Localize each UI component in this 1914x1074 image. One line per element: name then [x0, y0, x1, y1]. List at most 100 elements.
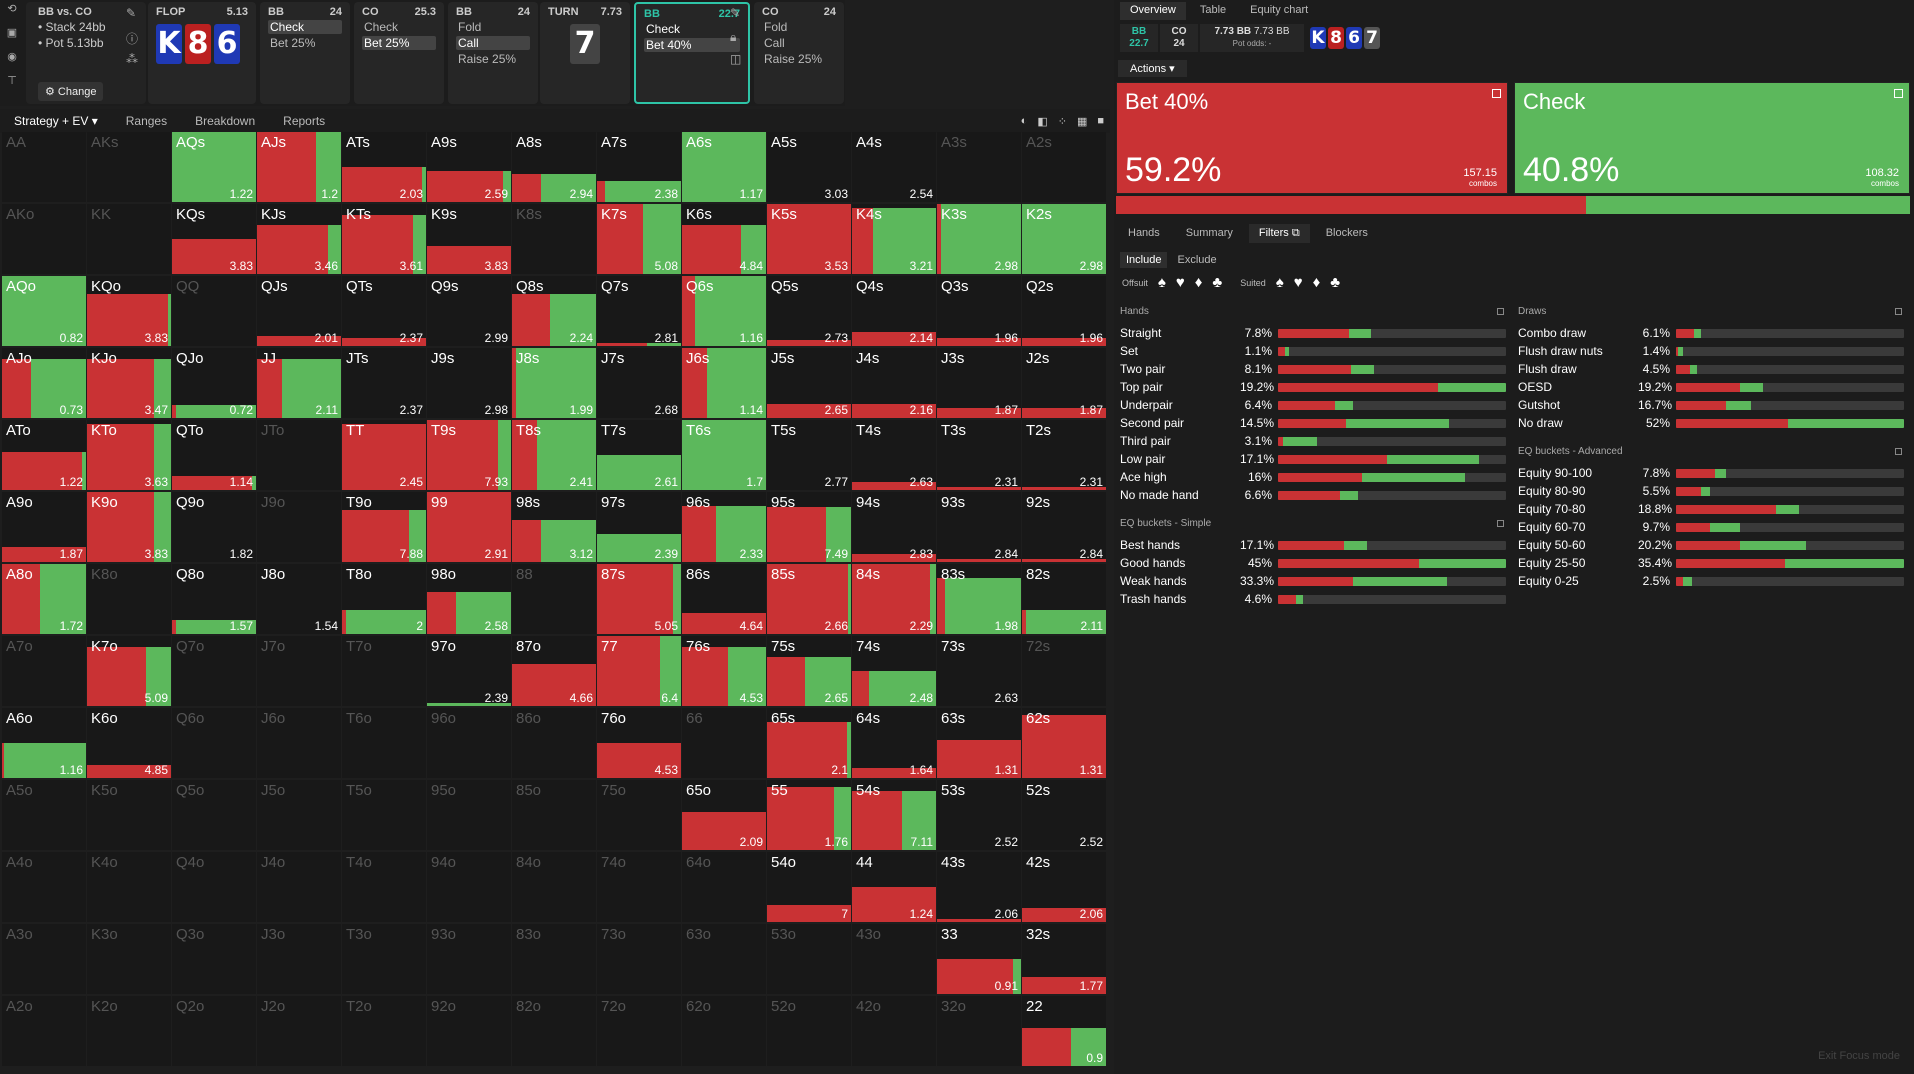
hand-cell[interactable]: T5o — [342, 780, 426, 850]
hand-cell[interactable]: KQs 3.83 — [172, 204, 256, 274]
hand-cell[interactable]: 85o — [512, 780, 596, 850]
hand-cell[interactable]: T8s 2.41 — [512, 420, 596, 490]
hand-cell[interactable]: 65o 2.09 — [682, 780, 766, 850]
hand-cell[interactable]: A9s 2.59 — [427, 132, 511, 202]
hand-cell[interactable]: J8s 1.99 — [512, 348, 596, 418]
hand-cell[interactable]: T4o — [342, 852, 426, 922]
settings-icon[interactable]: ⊤ — [7, 75, 17, 87]
hand-cell[interactable]: 76s 4.53 — [682, 636, 766, 706]
filter-row[interactable]: Flush draw 4.5% — [1518, 360, 1904, 378]
tab-ranges[interactable]: Ranges — [125, 114, 168, 128]
hand-cell[interactable]: J7o — [257, 636, 341, 706]
hand-cell[interactable]: Q7o — [172, 636, 256, 706]
hand-cell[interactable]: 96o — [427, 708, 511, 778]
tab-strategy[interactable]: Strategy + EV ▾ — [14, 114, 98, 128]
turn-node[interactable]: TURN 7.73 7 — [540, 2, 630, 104]
view-icon-5[interactable]: ■ — [1097, 114, 1104, 127]
hand-cell[interactable]: 43o — [852, 924, 936, 994]
hand-cell[interactable]: T7o — [342, 636, 426, 706]
hand-cell[interactable]: K9s 3.83 — [427, 204, 511, 274]
hand-cell[interactable]: A6o 1.16 — [2, 708, 86, 778]
filter-row[interactable]: Equity 90-100 7.8% — [1518, 464, 1904, 482]
hand-cell[interactable]: A8s 2.94 — [512, 132, 596, 202]
hand-cell[interactable]: A6s 1.17 — [682, 132, 766, 202]
hand-cell[interactable]: J3s 1.87 — [937, 348, 1021, 418]
last-act-2[interactable]: Raise 25% — [764, 52, 823, 66]
hand-cell[interactable]: QTs 2.37 — [342, 276, 426, 346]
filter-row[interactable]: Best hands 17.1% — [1120, 536, 1506, 554]
hand-cell[interactable]: 76o 4.53 — [597, 708, 681, 778]
hand-cell[interactable]: 93o — [427, 924, 511, 994]
action-node-2[interactable]: BB 24 Fold Call Raise 25% — [448, 2, 538, 104]
hand-cell[interactable]: JJ 2.11 — [257, 348, 341, 418]
hand-cell[interactable]: 52o — [767, 996, 851, 1066]
hand-cell[interactable]: A5s 3.03 — [767, 132, 851, 202]
hand-cell[interactable]: Q6s 1.16 — [682, 276, 766, 346]
hand-cell[interactable]: 54s 7.11 — [852, 780, 936, 850]
lock-icon[interactable]: 🔒︎ — [730, 30, 737, 44]
hand-cell[interactable]: T2s 2.31 — [1022, 420, 1106, 490]
hand-cell[interactable]: 83o — [512, 924, 596, 994]
hand-cell[interactable]: Q3s 1.96 — [937, 276, 1021, 346]
hand-cell[interactable]: AQs 1.22 — [172, 132, 256, 202]
hand-cell[interactable]: T4s 2.63 — [852, 420, 936, 490]
filter-row[interactable]: Weak hands 33.3% — [1120, 572, 1506, 590]
hand-cell[interactable]: K4s 3.21 — [852, 204, 936, 274]
hand-cell[interactable]: A3o — [2, 924, 86, 994]
hand-cell[interactable]: Q8s 2.24 — [512, 276, 596, 346]
hand-cell[interactable]: A2s — [1022, 132, 1106, 202]
node-action[interactable]: Bet 25% — [270, 36, 316, 50]
hand-cell[interactable]: 75o — [597, 780, 681, 850]
hand-cell[interactable]: K9o 3.83 — [87, 492, 171, 562]
hand-cell[interactable]: Q6o — [172, 708, 256, 778]
hand-cell[interactable]: KQo 3.83 — [87, 276, 171, 346]
hand-cell[interactable]: A2o — [2, 996, 86, 1066]
hand-cell[interactable]: K8s — [512, 204, 596, 274]
tab-table[interactable]: Table — [1199, 4, 1227, 16]
club-icon[interactable]: ♣ — [1212, 274, 1223, 291]
hand-cell[interactable]: J2s 1.87 — [1022, 348, 1106, 418]
heart-icon[interactable]: ♥ — [1175, 274, 1185, 291]
hand-cell[interactable]: 73o — [597, 924, 681, 994]
hand-cell[interactable]: J4s 2.16 — [852, 348, 936, 418]
last-act-0[interactable]: Fold — [764, 20, 788, 34]
filter-row[interactable]: Combo draw 6.1% — [1518, 324, 1904, 342]
hand-cell[interactable]: J4o — [257, 852, 341, 922]
active-check[interactable]: Check — [646, 22, 681, 36]
hand-cell[interactable]: Q5s 2.73 — [767, 276, 851, 346]
filter-row[interactable]: Top pair 19.2% — [1120, 378, 1506, 396]
hand-cell[interactable]: 96s 2.33 — [682, 492, 766, 562]
filter-row[interactable]: Gutshot 16.7% — [1518, 396, 1904, 414]
hand-cell[interactable]: 72o — [597, 996, 681, 1066]
view-icon-2[interactable]: ◧ — [1037, 115, 1048, 128]
exclude-toggle[interactable]: Exclude — [1177, 254, 1217, 266]
hand-cell[interactable]: ATs 2.03 — [342, 132, 426, 202]
hand-cell[interactable]: T8o 2 — [342, 564, 426, 634]
hand-cell[interactable]: 72s — [1022, 636, 1106, 706]
tab-summary[interactable]: Summary — [1185, 227, 1233, 239]
hand-cell[interactable]: K7s 5.08 — [597, 204, 681, 274]
pencil-icon[interactable]: ✎ — [730, 6, 741, 20]
hand-cell[interactable]: 32o — [937, 996, 1021, 1066]
view-icon-4[interactable]: ▦ — [1076, 115, 1088, 128]
hand-cell[interactable]: 84o — [512, 852, 596, 922]
suited-heart-icon[interactable]: ♥ — [1293, 274, 1303, 291]
hand-cell[interactable]: T6o — [342, 708, 426, 778]
hand-cell[interactable]: Q2o — [172, 996, 256, 1066]
filter-row[interactable]: OESD 19.2% — [1518, 378, 1904, 396]
hand-cell[interactable]: T2o — [342, 996, 426, 1066]
hand-cell[interactable]: T9s 7.93 — [427, 420, 511, 490]
filter-row[interactable]: Trash hands 4.6% — [1120, 590, 1506, 608]
tab-breakdown[interactable]: Breakdown — [195, 114, 256, 128]
reset-icon[interactable]: ⟲ — [7, 3, 17, 15]
hand-cell[interactable]: T3o — [342, 924, 426, 994]
actions-dropdown[interactable]: Actions ▾ — [1118, 60, 1187, 77]
filter-row[interactable]: Flush draw nuts 1.4% — [1518, 342, 1904, 360]
filter-row[interactable]: Equity 0-25 2.5% — [1518, 572, 1904, 590]
share-icon[interactable]: ⁂ — [126, 52, 138, 66]
active-node[interactable]: BB 22.7 Check Bet 40% — [634, 2, 750, 104]
hand-cell[interactable]: Q9s 2.99 — [427, 276, 511, 346]
hand-cell[interactable]: 97o 2.39 — [427, 636, 511, 706]
filter-row[interactable]: Low pair 17.1% — [1120, 450, 1506, 468]
